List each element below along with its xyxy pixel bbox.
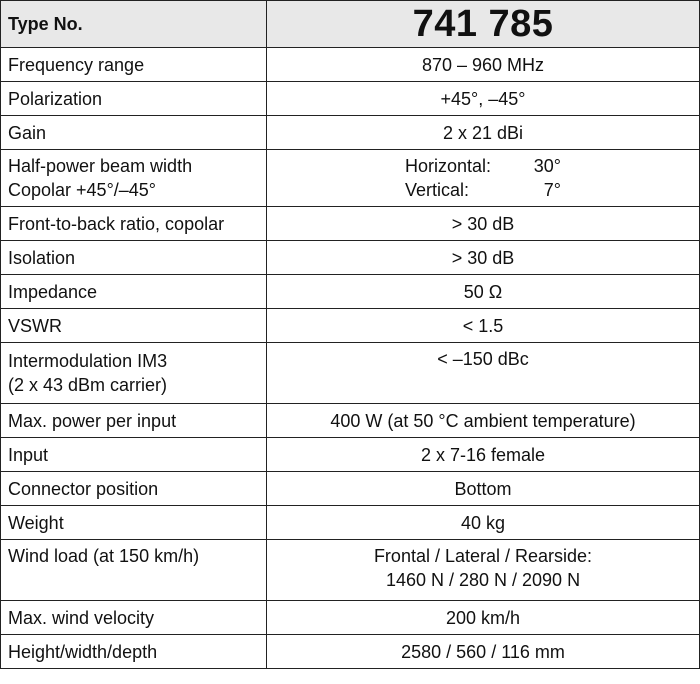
spec-label: Connector position	[0, 471, 267, 506]
spec-value: < –150 dBc	[266, 342, 700, 404]
spec-label: Half-power beam width Copolar +45°/–45°	[0, 149, 267, 207]
spec-value: 2 x 21 dBi	[266, 115, 700, 150]
horizontal-label: Horizontal:	[404, 156, 492, 176]
spec-row-front-to-back: Front-to-back ratio, copolar > 30 dB	[0, 206, 700, 241]
spec-row-input: Input 2 x 7-16 female	[0, 437, 700, 472]
spec-row-isolation: Isolation > 30 dB	[0, 240, 700, 275]
spec-row-max-power: Max. power per input 400 W (at 50 °C amb…	[0, 403, 700, 438]
spec-label: Weight	[0, 505, 267, 540]
spec-label: Front-to-back ratio, copolar	[0, 206, 267, 241]
spec-label: VSWR	[0, 308, 267, 343]
spec-label-line: Half-power beam width	[8, 156, 193, 176]
spec-label: Wind load (at 150 km/h)	[0, 539, 267, 601]
spec-row-connector-position: Connector position Bottom	[0, 471, 700, 506]
spec-label: Height/width/depth	[0, 634, 267, 669]
vertical-value: 7°	[543, 180, 562, 200]
spec-label: Gain	[0, 115, 267, 150]
spec-value: > 30 dB	[266, 206, 700, 241]
spec-value: 870 – 960 MHz	[266, 47, 700, 82]
spec-row-impedance: Impedance 50 Ω	[0, 274, 700, 309]
spec-value: Frontal / Lateral / Rearside: 1460 N / 2…	[266, 539, 700, 601]
spec-row-vswr: VSWR < 1.5	[0, 308, 700, 343]
type-no-value: 741 785	[266, 0, 700, 48]
spec-label-line: Copolar +45°/–45°	[8, 180, 156, 200]
spec-label: Max. wind velocity	[0, 600, 267, 635]
spec-value: > 30 dB	[266, 240, 700, 275]
spec-value: 40 kg	[266, 505, 700, 540]
spec-value-line: Frontal / Lateral / Rearside:	[373, 546, 593, 566]
spec-label: Intermodulation IM3 (2 x 43 dBm carrier)	[0, 342, 267, 404]
spec-row-frequency-range: Frequency range 870 – 960 MHz	[0, 47, 700, 82]
spec-label: Impedance	[0, 274, 267, 309]
spec-value: 2580 / 560 / 116 mm	[266, 634, 700, 669]
spec-row-polarization: Polarization +45°, –45°	[0, 81, 700, 116]
header-row: Type No. 741 785	[0, 0, 700, 48]
spec-row-intermodulation: Intermodulation IM3 (2 x 43 dBm carrier)…	[0, 342, 700, 404]
spec-label: Input	[0, 437, 267, 472]
spec-row-weight: Weight 40 kg	[0, 505, 700, 540]
spec-value: 2 x 7-16 female	[266, 437, 700, 472]
spec-label: Isolation	[0, 240, 267, 275]
spec-label-line: (2 x 43 dBm carrier)	[8, 375, 168, 395]
spec-label: Frequency range	[0, 47, 267, 82]
beam-width-grid: Horizontal: 30° Vertical: 7°	[405, 154, 561, 202]
spec-table: Type No. 741 785 Frequency range 870 – 9…	[0, 0, 700, 669]
horizontal-value: 30°	[533, 156, 562, 176]
vertical-label: Vertical:	[404, 180, 469, 200]
spec-row-max-wind-velocity: Max. wind velocity 200 km/h	[0, 600, 700, 635]
spec-value: < 1.5	[266, 308, 700, 343]
type-no-label: Type No.	[0, 0, 267, 48]
spec-value: Bottom	[266, 471, 700, 506]
spec-label: Max. power per input	[0, 403, 267, 438]
spec-value-line: 1460 N / 280 N / 2090 N	[385, 570, 581, 590]
spec-value: 200 km/h	[266, 600, 700, 635]
spec-row-beam-width: Half-power beam width Copolar +45°/–45° …	[0, 149, 700, 207]
spec-value: 50 Ω	[266, 274, 700, 309]
spec-value: 400 W (at 50 °C ambient temperature)	[266, 403, 700, 438]
spec-label: Polarization	[0, 81, 267, 116]
spec-row-wind-load: Wind load (at 150 km/h) Frontal / Latera…	[0, 539, 700, 601]
spec-value: Horizontal: 30° Vertical: 7°	[266, 149, 700, 207]
spec-value: +45°, –45°	[266, 81, 700, 116]
spec-row-gain: Gain 2 x 21 dBi	[0, 115, 700, 150]
spec-row-dimensions: Height/width/depth 2580 / 560 / 116 mm	[0, 634, 700, 669]
spec-label-line: Intermodulation IM3	[8, 351, 168, 371]
